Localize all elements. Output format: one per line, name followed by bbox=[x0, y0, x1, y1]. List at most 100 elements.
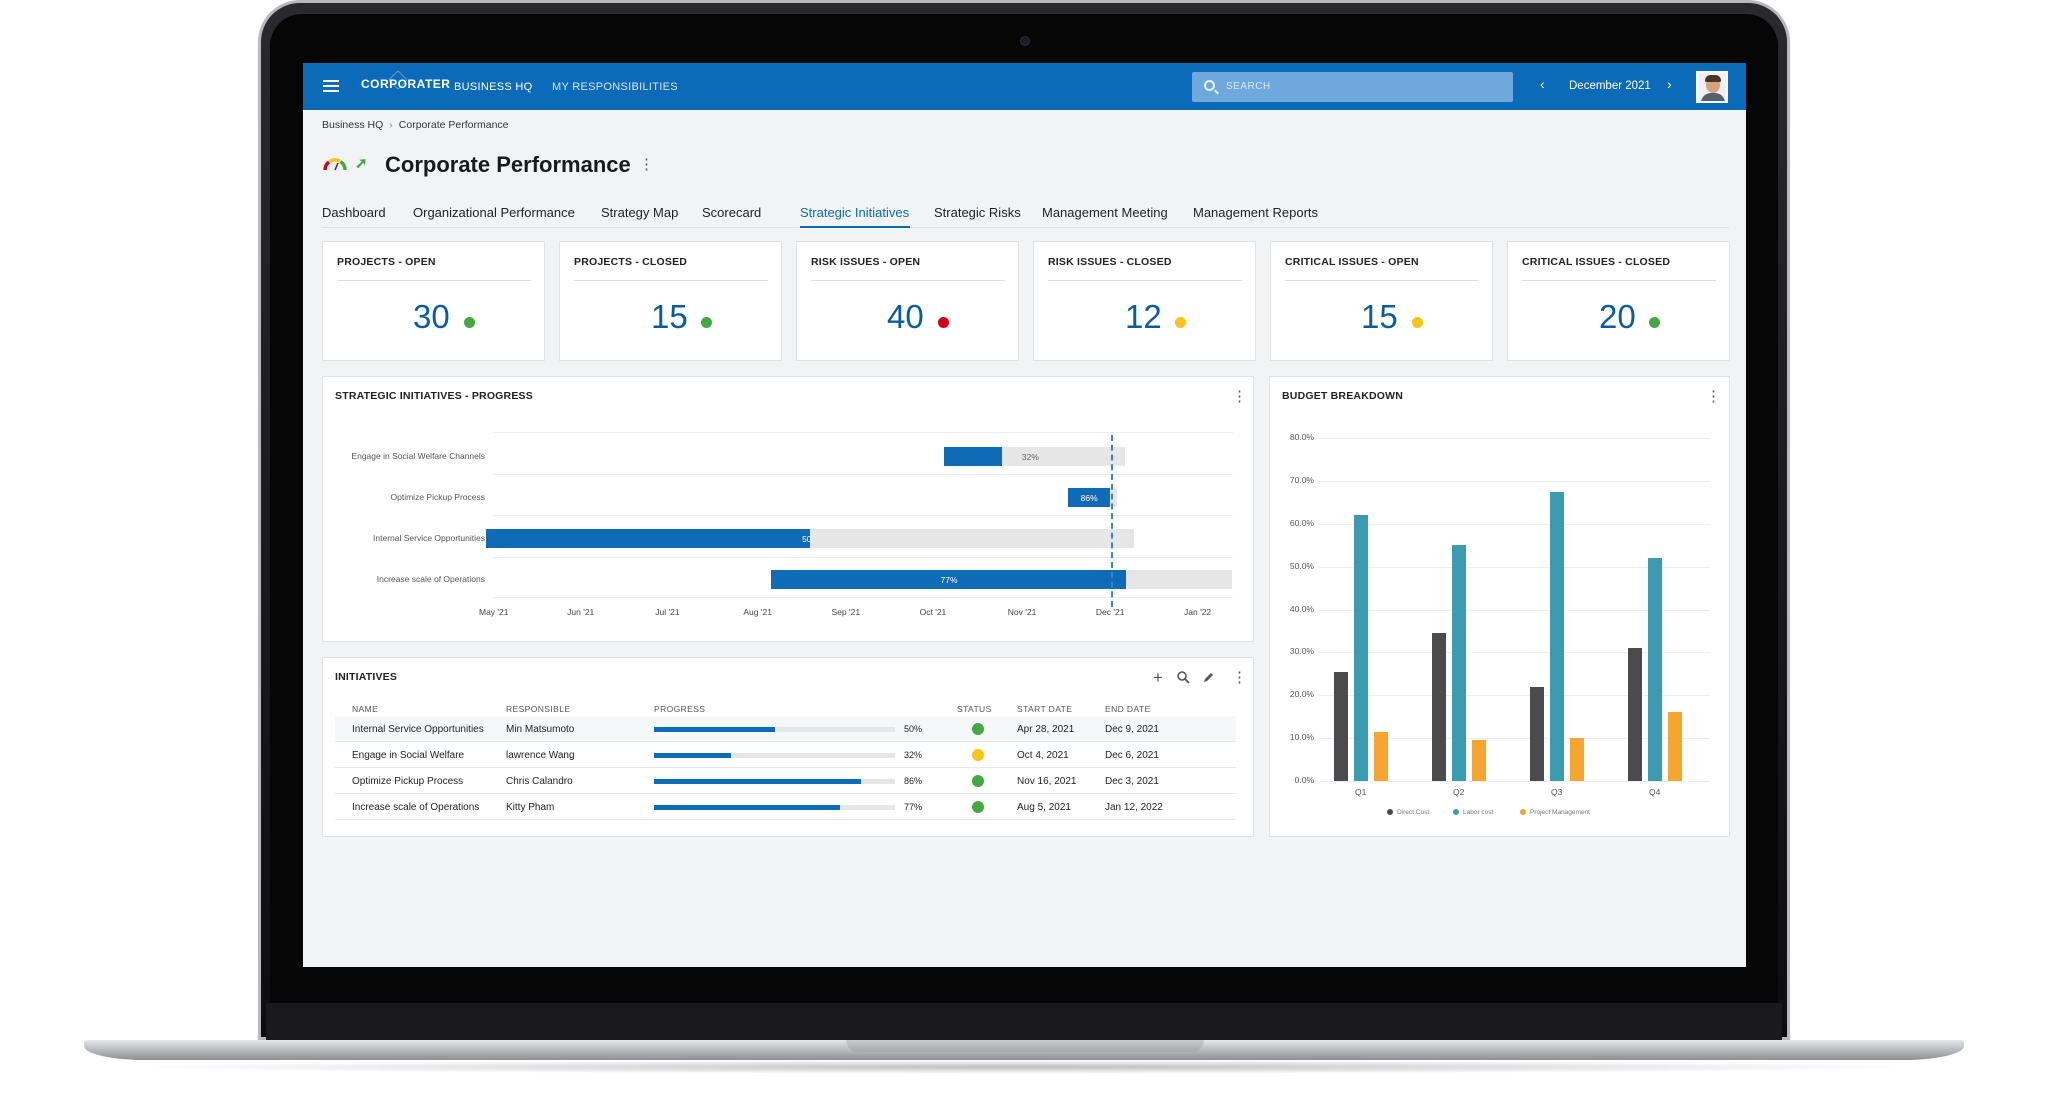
tab-strategic-risks[interactable]: Strategic Risks bbox=[934, 205, 1021, 220]
chevron-left-icon[interactable]: ‹ bbox=[1540, 76, 1545, 92]
panel-more-icon[interactable]: ⋮ bbox=[1232, 388, 1247, 405]
kpi-card[interactable]: PROJECTS - OPEN 30 bbox=[322, 241, 545, 361]
cell-end-date: Dec 6, 2021 bbox=[1105, 750, 1159, 761]
panel-title: STRATEGIC INITIATIVES - PROGRESS bbox=[335, 390, 533, 402]
cell-progress: 86% bbox=[904, 776, 923, 786]
top-bar: CORPORATER BUSINESS HQ MY RESPONSIBILITI… bbox=[303, 63, 1746, 110]
cell-name[interactable]: Internal Service Opportunities bbox=[352, 724, 484, 735]
nav-business-hq[interactable]: BUSINESS HQ bbox=[454, 81, 533, 93]
search-placeholder: SEARCH bbox=[1226, 81, 1271, 92]
legend-label: Project Management bbox=[1530, 809, 1590, 816]
gantt-bar-label: 86% bbox=[1080, 493, 1098, 503]
tab-strategy-map[interactable]: Strategy Map bbox=[601, 205, 679, 220]
progress-bar bbox=[654, 753, 895, 758]
progress-fill bbox=[654, 727, 775, 732]
gantt-bar-label: 50 bbox=[802, 534, 812, 544]
budget-bar[interactable] bbox=[1530, 686, 1544, 781]
gantt-bar-progress[interactable] bbox=[1067, 488, 1110, 507]
column-header[interactable]: START DATE bbox=[1017, 704, 1073, 714]
kpi-card[interactable]: RISK ISSUES - OPEN 40 bbox=[796, 241, 1019, 361]
gantt-bar-progress[interactable] bbox=[771, 570, 1126, 589]
breadcrumb-business-hq[interactable]: Business HQ bbox=[322, 119, 384, 131]
divider bbox=[574, 280, 768, 281]
table-row[interactable]: Engage in Social Welfare lawrence Wang 3… bbox=[335, 742, 1236, 768]
tab-scorecard[interactable]: Scorecard bbox=[702, 205, 762, 220]
budget-bar[interactable] bbox=[1472, 740, 1486, 781]
tab-organizational-performance[interactable]: Organizational Performance bbox=[413, 205, 575, 220]
kpi-card[interactable]: PROJECTS - CLOSED 15 bbox=[559, 241, 782, 361]
status-dot bbox=[972, 775, 984, 787]
nav-my-responsibilities[interactable]: MY RESPONSIBILITIES bbox=[552, 81, 678, 93]
column-header[interactable]: RESPONSIBLE bbox=[506, 704, 571, 714]
gantt-row-label: Engage in Social Welfare Channels bbox=[351, 451, 485, 461]
y-axis-tick: 60.0% bbox=[1289, 517, 1314, 528]
column-header[interactable]: PROGRESS bbox=[654, 704, 706, 714]
budget-bar[interactable] bbox=[1550, 491, 1564, 781]
budget-bar[interactable] bbox=[1452, 545, 1466, 781]
table-row[interactable]: Increase scale of Operations Kitty Pham … bbox=[335, 794, 1236, 820]
table-row[interactable]: Internal Service Opportunities Min Matsu… bbox=[335, 716, 1236, 742]
laptop-shadow bbox=[120, 1060, 1928, 1074]
tab-management-reports[interactable]: Management Reports bbox=[1193, 205, 1319, 220]
search-input[interactable]: SEARCH bbox=[1192, 72, 1513, 102]
table-row[interactable]: Optimize Pickup Process Chris Calandro 8… bbox=[335, 768, 1236, 794]
chevron-right-icon[interactable]: › bbox=[1667, 76, 1672, 92]
panel-more-icon[interactable]: ⋮ bbox=[1232, 669, 1247, 686]
kpi-value: 30 bbox=[413, 298, 450, 335]
x-axis-tick: Jul '21 bbox=[655, 607, 680, 617]
kpi-card[interactable]: RISK ISSUES - CLOSED 12 bbox=[1033, 241, 1256, 361]
search-icon bbox=[1204, 80, 1215, 91]
add-icon[interactable]: + bbox=[1153, 668, 1163, 687]
column-header[interactable]: END DATE bbox=[1105, 704, 1151, 714]
period-selector[interactable]: December 2021 bbox=[1569, 80, 1651, 92]
laptop-notch bbox=[846, 1040, 1204, 1052]
budget-bar[interactable] bbox=[1570, 738, 1584, 781]
budget-bar[interactable] bbox=[1374, 731, 1388, 781]
gantt-bar-progress[interactable] bbox=[943, 447, 1002, 466]
progress-panel: STRATEGIC INITIATIVES - PROGRESS ⋮ Engag… bbox=[322, 376, 1254, 642]
menu-icon[interactable] bbox=[323, 80, 339, 92]
budget-bar[interactable] bbox=[1334, 671, 1348, 781]
x-axis-tick: Aug '21 bbox=[743, 607, 772, 617]
gridline bbox=[1318, 695, 1710, 697]
y-axis-tick: 70.0% bbox=[1289, 474, 1314, 485]
edit-icon[interactable] bbox=[1202, 671, 1215, 684]
status-dot bbox=[972, 801, 984, 813]
budget-bar[interactable] bbox=[1354, 515, 1368, 781]
title-more-icon[interactable]: ⋮ bbox=[639, 156, 654, 173]
legend-item: Project Management bbox=[1520, 809, 1590, 816]
gauge-icon bbox=[323, 158, 347, 171]
status-dot bbox=[1175, 317, 1186, 328]
app-logo[interactable]: CORPORATER bbox=[361, 77, 451, 91]
column-header[interactable]: NAME bbox=[352, 704, 379, 714]
progress-fill bbox=[654, 805, 840, 810]
tab-management-meeting[interactable]: Management Meeting bbox=[1042, 205, 1168, 220]
cell-start-date: Apr 28, 2021 bbox=[1017, 724, 1075, 735]
budget-bar[interactable] bbox=[1628, 648, 1642, 781]
x-axis-tick: Q1 bbox=[1355, 787, 1367, 797]
kpi-card[interactable]: CRITICAL ISSUES - OPEN 15 bbox=[1270, 241, 1493, 361]
kpi-card[interactable]: CRITICAL ISSUES - CLOSED 20 bbox=[1507, 241, 1730, 361]
tab-dashboard[interactable]: Dashboard bbox=[322, 205, 386, 220]
kpi-value: 15 bbox=[651, 298, 688, 335]
x-axis-tick: Q2 bbox=[1453, 787, 1465, 797]
search-icon[interactable] bbox=[1177, 671, 1190, 684]
column-header[interactable]: STATUS bbox=[957, 704, 992, 714]
cell-name[interactable]: Optimize Pickup Process bbox=[352, 776, 464, 787]
gantt-bar-progress[interactable] bbox=[486, 529, 811, 548]
tab-strategic-initiatives[interactable]: Strategic Initiatives bbox=[800, 205, 910, 220]
panel-more-icon[interactable]: ⋮ bbox=[1706, 388, 1721, 405]
cell-start-date: Oct 4, 2021 bbox=[1017, 750, 1069, 761]
budget-bar[interactable] bbox=[1648, 558, 1662, 781]
budget-bar[interactable] bbox=[1668, 712, 1682, 781]
budget-bar[interactable] bbox=[1432, 633, 1446, 781]
cell-name[interactable]: Increase scale of Operations bbox=[352, 802, 480, 813]
x-axis-tick: Dec '21 bbox=[1095, 607, 1125, 617]
cell-progress: 32% bbox=[904, 750, 923, 760]
cell-responsible: Min Matsumoto bbox=[506, 724, 575, 735]
avatar[interactable] bbox=[1696, 71, 1728, 103]
cell-name[interactable]: Engage in Social Welfare bbox=[352, 750, 465, 761]
y-axis-tick: 20.0% bbox=[1289, 689, 1314, 700]
y-axis-tick: 30.0% bbox=[1289, 646, 1314, 657]
x-axis-tick: Jun '21 bbox=[567, 607, 595, 617]
